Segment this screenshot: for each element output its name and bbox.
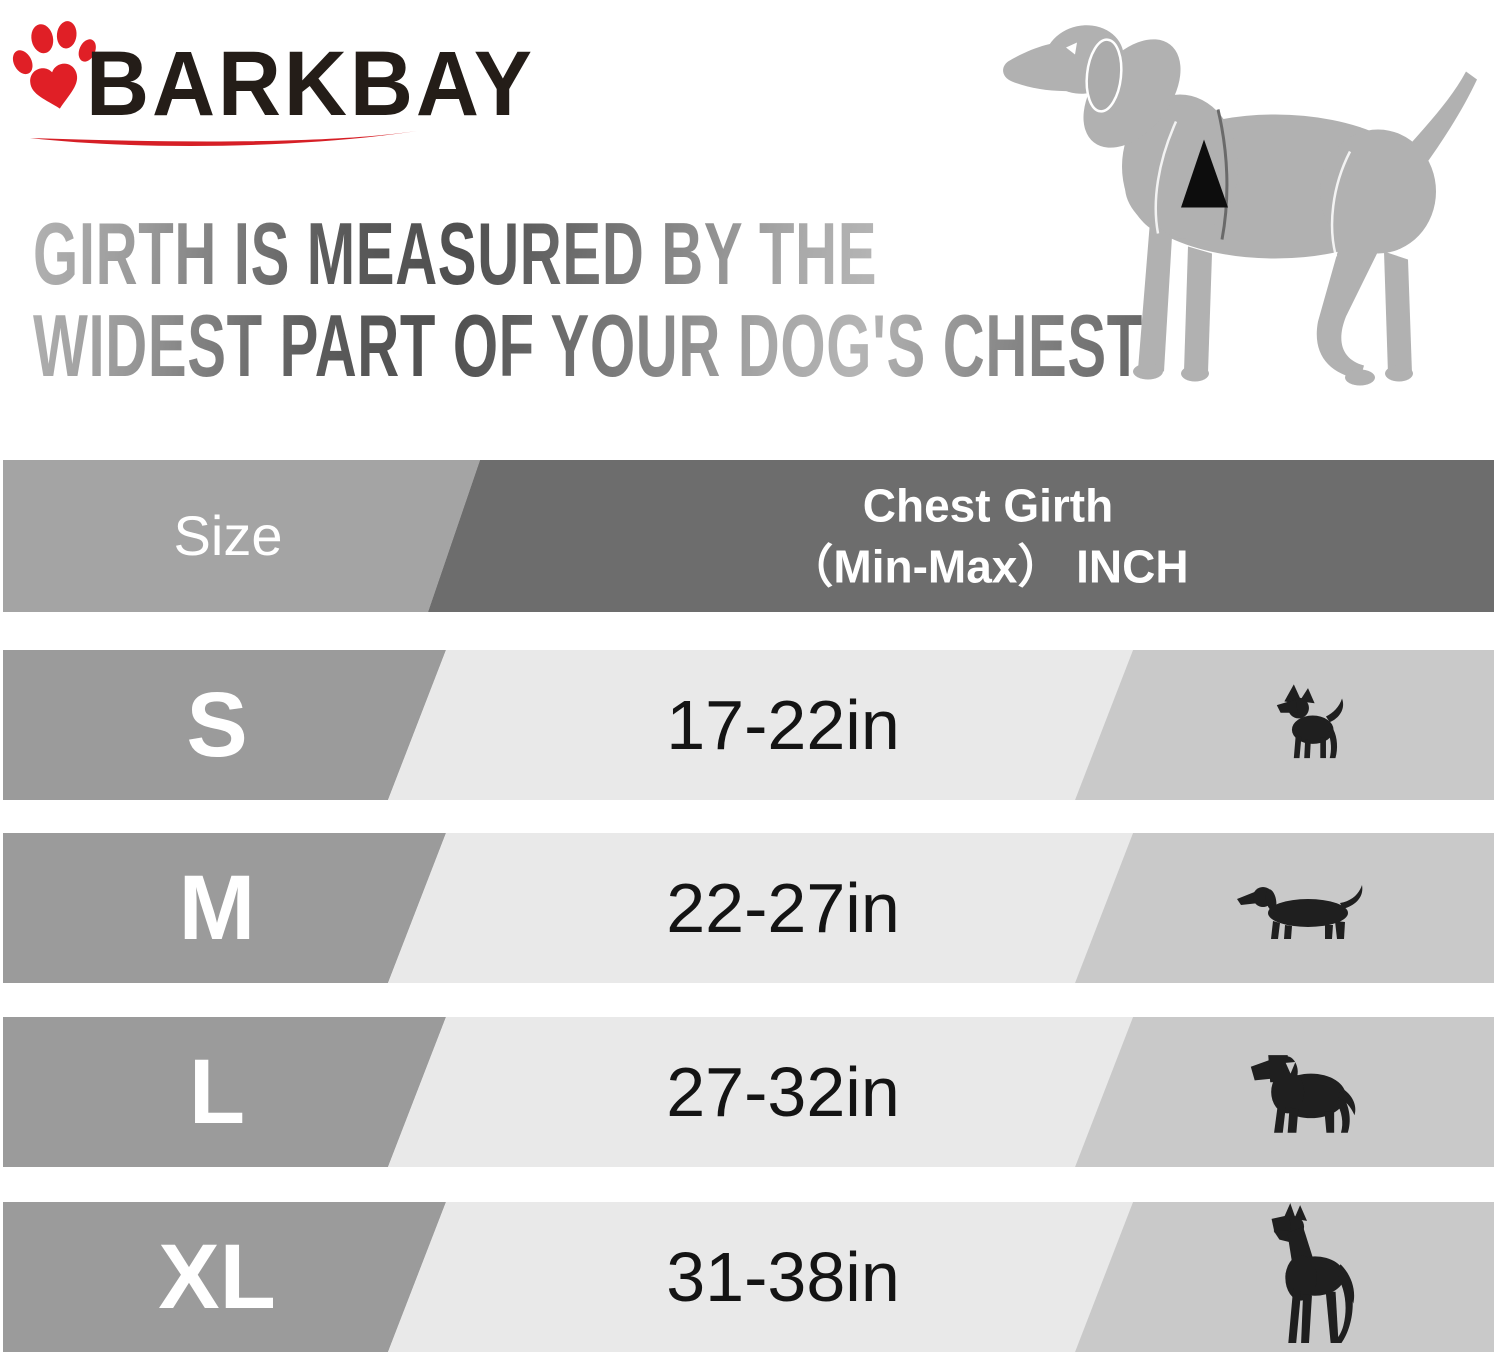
girth-measure-line bbox=[1216, 109, 1229, 240]
measure-diagram-dog-illustration bbox=[1003, 25, 1477, 386]
header-girth-line2: （Min-Max） INCH bbox=[787, 540, 1189, 592]
dog-ear bbox=[1085, 38, 1123, 113]
header-girth-line1: Chest Girth bbox=[862, 479, 1114, 532]
table-row-m: M 22-27in bbox=[3, 833, 1494, 983]
header-girth-cell-bg bbox=[428, 460, 1494, 612]
table-row-xl: XL 31-38in bbox=[3, 1202, 1494, 1352]
row-m-size-bg bbox=[3, 833, 446, 983]
row-m-size-label: M bbox=[178, 857, 256, 959]
row-s-icon-bg bbox=[1075, 650, 1494, 800]
paw-print-icon bbox=[12, 21, 96, 109]
row-l-girth-bg bbox=[388, 1017, 1133, 1167]
row-l-size-label: L bbox=[188, 1041, 246, 1143]
chihuahua-icon bbox=[1276, 684, 1344, 759]
girth-marker-triangle-icon bbox=[1181, 139, 1228, 208]
row-xl-girth-bg bbox=[388, 1202, 1133, 1352]
table-row-s: S 17-22in bbox=[3, 650, 1494, 800]
dachshund-icon bbox=[1237, 885, 1363, 939]
row-m-girth-value: 22-27in bbox=[666, 869, 900, 947]
row-l-size-bg bbox=[3, 1017, 446, 1167]
row-xl-size-label: XL bbox=[158, 1226, 276, 1328]
collar-highlight bbox=[1285, 1061, 1296, 1074]
row-s-size-bg bbox=[3, 650, 446, 800]
row-m-girth-bg bbox=[388, 833, 1133, 983]
row-s-girth-bg bbox=[388, 650, 1133, 800]
header-girth-label: Chest Girth （Min-Max） INCH bbox=[483, 475, 1493, 596]
great-dane-icon bbox=[1271, 1203, 1355, 1343]
brand-name: BARKBAY bbox=[86, 33, 535, 135]
row-xl-size-bg bbox=[3, 1202, 446, 1352]
swoosh-underline-icon bbox=[30, 131, 417, 146]
rottweiler-icon bbox=[1250, 1055, 1356, 1133]
header-size-cell-bg bbox=[3, 460, 480, 612]
table-header-row: Size Chest Girth （Min-Max） INCH bbox=[3, 460, 1494, 612]
dog-eye bbox=[1066, 42, 1077, 55]
row-s-size-label: S bbox=[186, 674, 248, 776]
header-size-label: Size bbox=[173, 504, 283, 567]
row-l-girth-value: 27-32in bbox=[666, 1053, 900, 1131]
table-row-l: L 27-32in bbox=[3, 1017, 1494, 1167]
row-s-girth-value: 17-22in bbox=[666, 686, 900, 764]
row-xl-girth-value: 31-38in bbox=[666, 1238, 900, 1316]
